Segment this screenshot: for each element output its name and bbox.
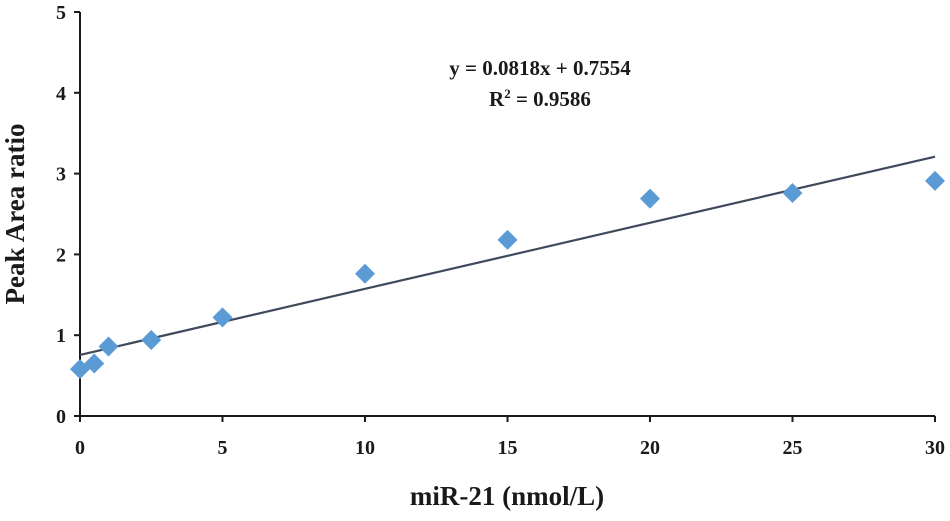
y-ticks: 0 1 2 3 4 5 [56, 2, 80, 428]
data-points [70, 170, 945, 380]
r-squared-value: = 0.9586 [511, 87, 591, 111]
trendline [79, 155, 936, 357]
x-tick-label: 15 [498, 437, 518, 459]
data-point [84, 353, 105, 374]
y-axis-title: Peak Area ratio [0, 124, 30, 305]
data-point [497, 229, 518, 250]
data-point [212, 307, 233, 328]
data-point [98, 336, 119, 357]
y-tick-label: 2 [56, 244, 66, 266]
y-tick-label: 3 [56, 164, 66, 186]
x-tick-label: 25 [783, 437, 803, 459]
y-tick-label: 5 [56, 2, 66, 24]
r-squared-label: R2 = 0.9586 [489, 86, 591, 111]
r-squared-prefix: R [489, 87, 505, 111]
x-tick-label: 30 [925, 437, 945, 459]
y-tick-label: 0 [56, 406, 66, 428]
data-point [355, 263, 375, 284]
data-point [141, 330, 162, 351]
x-tick-label: 20 [640, 437, 660, 459]
y-tick-label: 4 [56, 83, 66, 105]
y-tick-label: 1 [56, 325, 66, 347]
x-tick-label: 0 [75, 437, 85, 459]
data-point [925, 170, 945, 191]
data-point [640, 188, 660, 209]
equation-label: y = 0.0818x + 0.7554 [449, 56, 631, 80]
x-tick-label: 5 [218, 437, 228, 459]
x-tick-label: 10 [355, 437, 375, 459]
data-point [782, 182, 803, 203]
x-axis-title: miR-21 (nmol/L) [410, 481, 604, 511]
x-ticks: 0 5 10 15 20 25 30 [75, 416, 945, 459]
r-squared-superscript: 2 [504, 86, 511, 101]
